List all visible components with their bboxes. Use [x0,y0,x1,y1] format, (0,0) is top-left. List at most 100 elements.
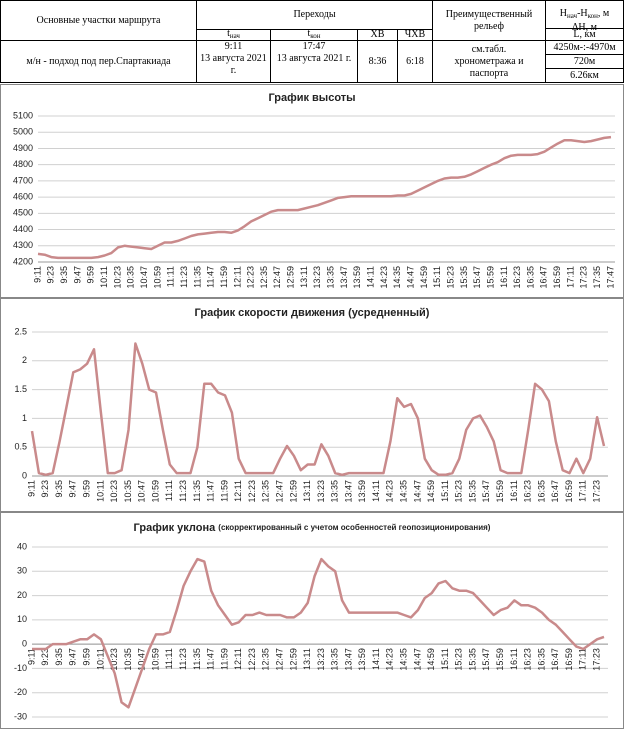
x-tick-label: 13:47 [339,266,349,289]
y-tick-label: 5100 [13,110,33,120]
x-tick-label: 10:11 [95,480,105,502]
y-tick-label: 4500 [13,208,33,218]
header-text: Hнач-Hкон, м [559,7,610,20]
x-tick-label: 9:35 [54,480,64,498]
x-tick-label: 11:11 [164,648,174,669]
header-text: ЧХВ [404,29,426,40]
x-tick-label: 12:59 [288,480,298,503]
y-tick-label: 1.5 [14,384,27,394]
x-tick-label: 9:11 [26,480,36,497]
x-tick-label: 15:35 [467,648,477,671]
y-tick-label: 30 [17,566,27,576]
x-tick-label: 15:23 [454,648,464,671]
chart-title-text: График высоты [268,92,355,104]
x-tick-label: 14:47 [412,648,422,671]
y-tick-label: 2 [22,355,27,365]
cell-text: 13 августа 2021 г. [276,53,352,64]
x-tick-label: 13:59 [352,266,362,289]
cell-text: 13 августа 2021 г. [200,53,267,76]
x-tick-label: 14:11 [371,480,381,502]
x-tick-label: 11:35 [192,266,202,288]
x-tick-label: 13:11 [302,648,312,670]
data-line [37,135,612,260]
x-tick-label: 12:47 [272,266,282,289]
y-tick-label: 4600 [13,191,33,201]
cell-text: 8:36 [368,55,387,67]
x-tick-label: 14:11 [371,648,381,670]
x-tick-label: 16:35 [525,266,535,289]
x-tick-label: 15:11 [440,480,450,502]
x-tick-label: 17:23 [579,266,589,289]
x-tick-label: 15:59 [485,266,495,289]
x-tick-label: 13:59 [357,648,367,671]
x-tick-label: 14:23 [379,266,389,289]
cell-text: 720м [573,55,596,67]
header-text: Преимущественный рельеф [445,8,533,32]
x-tick-label: 16:47 [550,648,560,671]
x-tick-label: 11:47 [206,266,216,288]
x-tick-label: 11:47 [206,480,216,502]
x-tick-label: 10:59 [152,266,162,289]
y-tick-label: 0.5 [14,442,27,452]
x-tick-label: 14:47 [405,266,415,289]
x-tick-label: 16:35 [536,648,546,671]
x-tick-label: 12:35 [261,480,271,503]
chart-title: График скорости движения (усредненный) [195,307,430,319]
x-tick-label: 11:23 [178,648,188,670]
chart-subtitle: (скорректированный с учетом особенностей… [218,523,490,532]
x-tick-label: 15:47 [481,648,491,671]
x-tick-label: 11:35 [192,648,202,670]
x-tick-label: 9:47 [68,480,78,498]
x-tick-label: 15:23 [454,480,464,503]
x-tick-label: 17:11 [578,648,588,670]
x-tick-label: 16:47 [550,480,560,503]
x-tick-label: 12:59 [288,648,298,671]
y-tick-label: 5000 [13,127,33,137]
header-text: tкон [307,28,321,40]
x-tick-label: 11:23 [178,480,188,502]
x-tick-label: 17:35 [592,266,602,289]
y-tick-label: -30 [14,711,27,721]
x-tick-label: 11:11 [164,480,174,501]
x-tick-label: 10:35 [126,266,136,289]
x-tick-label: 16:23 [523,648,533,671]
x-tick-label: 9:11 [26,648,36,665]
x-tick-label: 12:59 [286,266,296,289]
x-tick-label: 14:35 [399,480,409,503]
x-tick-label: 16:47 [539,266,549,289]
x-tick-label: 10:23 [109,648,119,671]
x-tick-label: 17:11 [565,266,575,288]
y-tick-label: 10 [17,614,27,624]
x-tick-label: 9:35 [54,648,64,666]
data-line [32,557,605,709]
header-text: Основные участки маршрута [36,14,161,26]
x-tick-label: 11:35 [192,480,202,502]
x-tick-label: 15:35 [467,480,477,503]
x-tick-label: 10:35 [123,648,133,671]
x-tick-label: 12:23 [247,648,257,671]
x-tick-label: 14:59 [426,648,436,671]
x-tick-label: 13:47 [343,480,353,503]
x-tick-label: 11:59 [219,266,229,288]
x-tick-label: 10:47 [137,480,147,503]
x-tick-label: 9:59 [82,648,92,666]
x-tick-label: 12:47 [274,480,284,503]
y-tick-label: 2.5 [14,326,27,336]
y-tick-label: 0 [22,639,27,649]
x-tick-label: 11:59 [219,480,229,502]
x-tick-label: 16:11 [499,266,509,288]
x-tick-label: 10:23 [109,480,119,503]
x-tick-label: 9:59 [86,266,96,284]
x-tick-label: 15:47 [472,266,482,289]
x-tick-label: 12:11 [232,266,242,288]
x-tick-label: 11:47 [206,648,216,670]
x-tick-label: 12:35 [261,648,271,671]
x-tick-label: 12:35 [259,266,269,289]
x-tick-label: 14:23 [385,480,395,503]
x-tick-label: 14:23 [385,648,395,671]
route-table: Основные участки маршрута Переходы tнач … [0,0,624,83]
x-tick-label: 12:23 [246,266,256,289]
x-tick-label: 9:23 [46,266,56,284]
